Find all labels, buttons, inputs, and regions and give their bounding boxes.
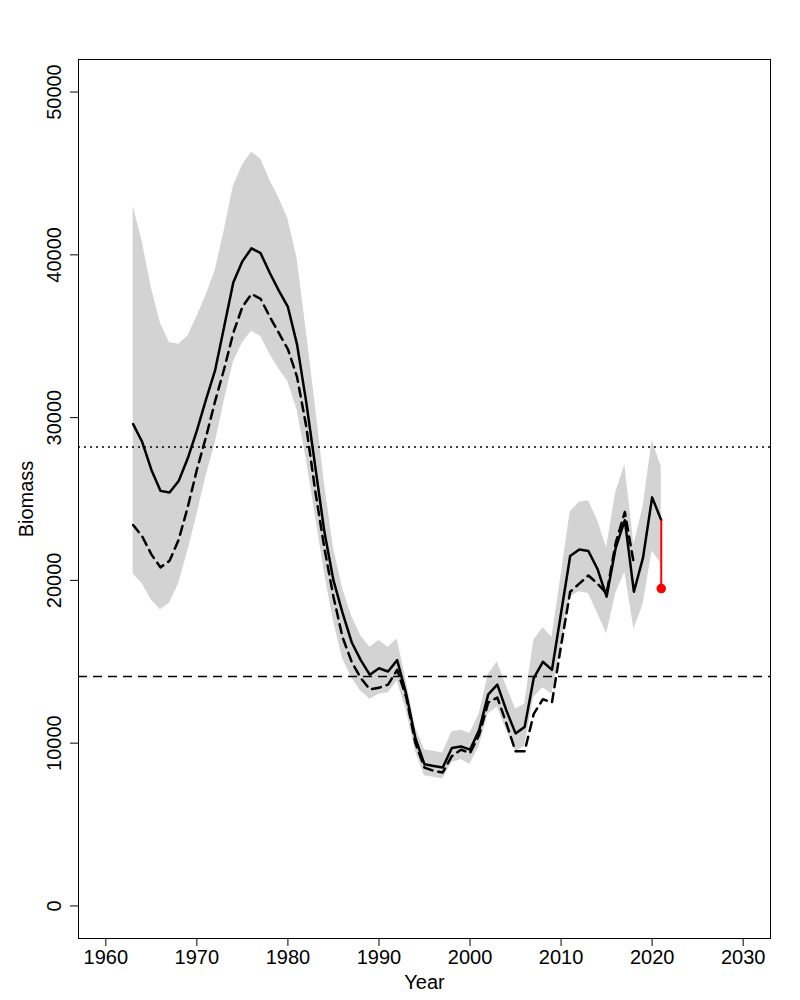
svg-text:0: 0 (43, 900, 65, 911)
svg-text:1980: 1980 (266, 946, 311, 968)
svg-text:1960: 1960 (84, 946, 129, 968)
svg-text:50000: 50000 (43, 64, 65, 120)
svg-text:30000: 30000 (43, 390, 65, 446)
svg-text:1990: 1990 (357, 946, 402, 968)
svg-text:2020: 2020 (630, 946, 675, 968)
svg-text:Biomass: Biomass (15, 461, 37, 538)
svg-text:10000: 10000 (43, 715, 65, 771)
svg-text:1970: 1970 (175, 946, 220, 968)
svg-text:2030: 2030 (721, 946, 766, 968)
svg-text:2010: 2010 (539, 946, 584, 968)
svg-text:2000: 2000 (448, 946, 493, 968)
svg-text:40000: 40000 (43, 227, 65, 283)
svg-text:Year: Year (404, 971, 445, 993)
svg-text:20000: 20000 (43, 553, 65, 609)
